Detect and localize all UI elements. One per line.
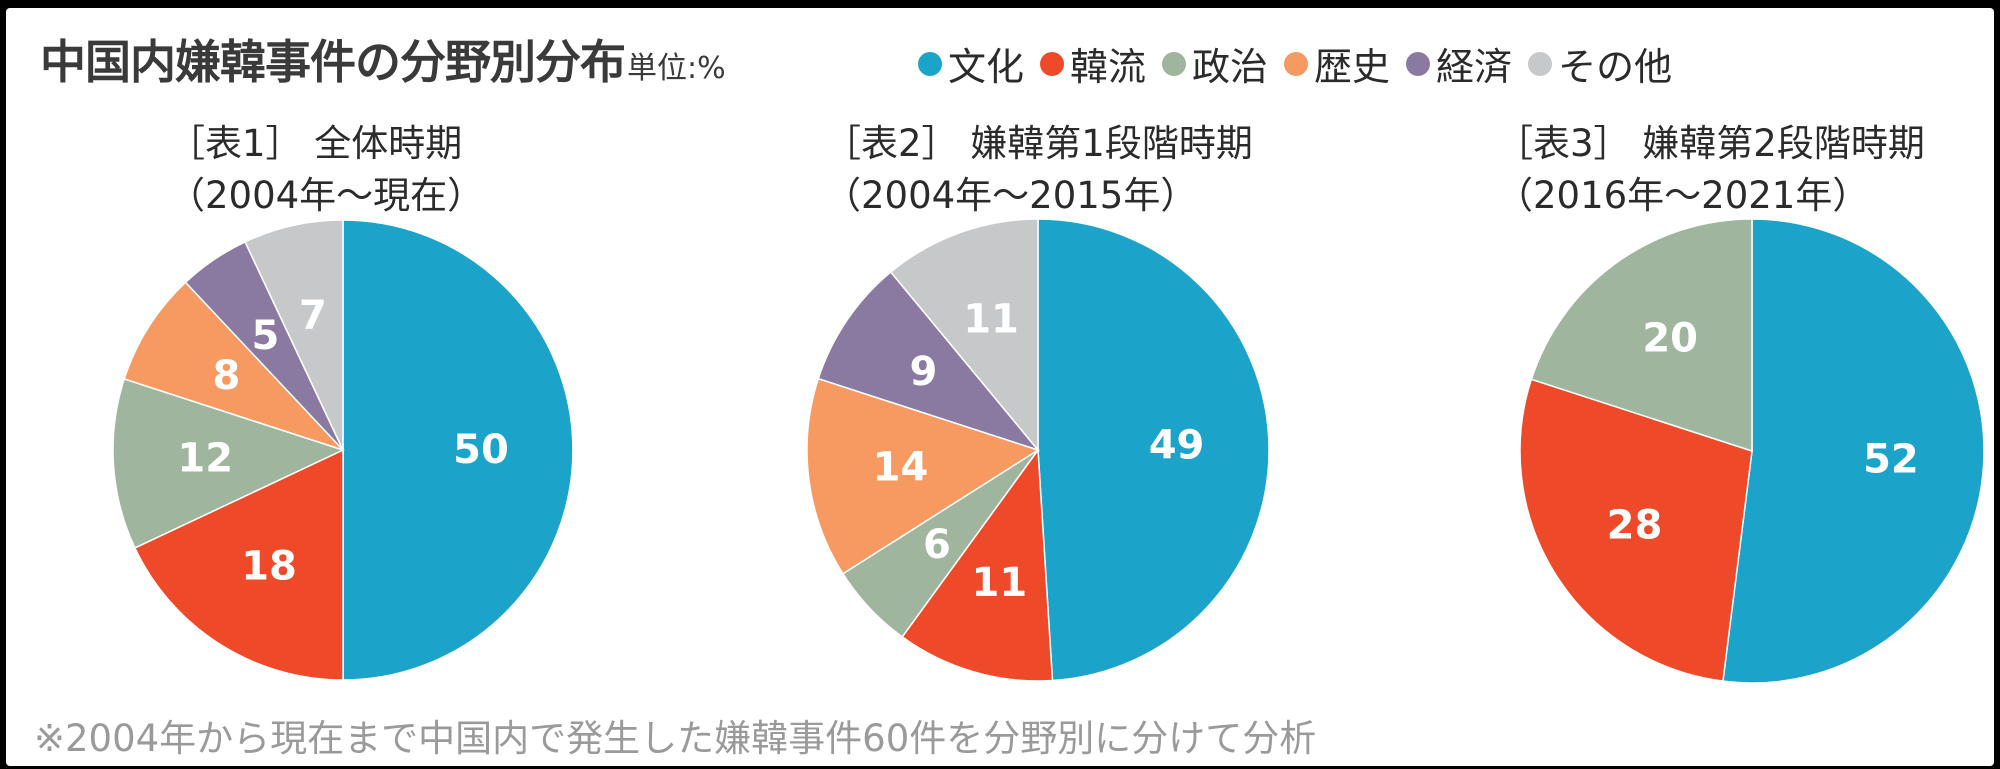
pie-1-label-other: 7 — [299, 292, 327, 338]
pie-1-label-politics: 12 — [177, 436, 233, 482]
legend-swatch-hallyu — [1040, 51, 1065, 76]
legend: 文化 韓流 政治 歴史 経済 その他 — [918, 36, 1688, 91]
legend-item-other: その他 — [1528, 36, 1672, 91]
pie-2-label-culture: 49 — [1149, 423, 1205, 469]
panel-3-title: ［表3］ 嫌韓第2段階時期 （2016年～2021年） — [1496, 118, 1925, 222]
legend-item-hallyu: 韓流 — [1040, 36, 1146, 91]
pie-3-label-politics: 20 — [1642, 315, 1698, 361]
pie-3-slice-hallyu — [1519, 378, 1753, 683]
legend-item-politics: 政治 — [1162, 36, 1268, 91]
pie-1-slice-other — [244, 219, 344, 451]
panel-2-title: ［表2］ 嫌韓第1段階時期 （2004年～2015年） — [824, 118, 1253, 222]
pie-chart-3: 52 28 20 — [1519, 218, 1985, 684]
panel-1-title: ［表1］ 全体時期 （2004年～現在） — [168, 118, 484, 222]
pie-2-slice-economy — [817, 270, 1041, 452]
panel-3-title-line1: ［表3］ 嫌韓第2段階時期 — [1496, 122, 1925, 165]
legend-label-other: その他 — [1558, 45, 1673, 89]
pie-1-label-economy: 5 — [252, 313, 280, 359]
pie-1-slice-history — [123, 281, 344, 451]
legend-label-hallyu: 韓流 — [1070, 45, 1147, 89]
pie-1-label-culture: 50 — [453, 427, 509, 473]
legend-swatch-politics — [1162, 51, 1187, 76]
legend-label-culture: 文化 — [948, 45, 1025, 89]
pie-2-label-politics: 6 — [923, 522, 951, 568]
pie-2-slice-history — [806, 377, 1040, 575]
legend-label-history: 歴史 — [1314, 45, 1391, 89]
title-row: 中国内嫌韓事件の分野別分布 単位:% — [40, 26, 726, 98]
pie-3-label-culture: 52 — [1863, 437, 1919, 483]
legend-label-politics: 政治 — [1192, 45, 1269, 89]
pie-1-label-hallyu: 18 — [241, 544, 297, 590]
pie-3-slice-culture — [1722, 218, 1985, 684]
footnote: ※2004年から現在まで中国内で発生した嫌韓事件60件を分野別に分けて分析 — [34, 717, 1317, 760]
pie-2-label-economy: 9 — [909, 349, 937, 395]
panel-3-title-line2: （2016年～2021年） — [1496, 174, 1870, 217]
panel-1-title-line1: ［表1］ 全体時期 — [168, 122, 463, 165]
legend-item-culture: 文化 — [918, 36, 1024, 91]
panel-1-title-line2: （2004年～現在） — [168, 174, 485, 217]
infographic-canvas: 中国内嫌韓事件の分野別分布 単位:% 文化 韓流 政治 歴史 経済 — [6, 8, 1994, 766]
legend-label-economy: 経済 — [1436, 45, 1513, 89]
pie-chart-2: 49 11 6 14 9 11 — [806, 218, 1270, 682]
pie-1-slice-politics — [112, 377, 346, 549]
pie-2-label-history: 14 — [873, 444, 929, 490]
pie-2-slice-hallyu — [901, 447, 1054, 682]
pie-2-slice-other — [889, 218, 1039, 453]
chart-title: 中国内嫌韓事件の分野別分布 — [40, 35, 626, 89]
panel-2-title-line1: ［表2］ 嫌韓第1段階時期 — [824, 122, 1253, 165]
legend-swatch-culture — [918, 51, 942, 76]
legend-item-economy: 経済 — [1406, 36, 1512, 91]
legend-swatch-history — [1284, 51, 1309, 76]
pie-chart-1: 50 18 12 85 7 — [112, 219, 574, 681]
legend-swatch-other — [1528, 51, 1553, 76]
pie-1-label-history: 8 — [213, 353, 241, 399]
pie-2-label-hallyu: 11 — [971, 560, 1027, 606]
pie-1-slice-culture — [342, 219, 574, 681]
pie-2-label-other: 11 — [963, 297, 1019, 343]
pie-1-slice-hallyu — [133, 448, 344, 681]
pie-3-slice-politics — [1530, 218, 1753, 453]
pie-3-label-hallyu: 28 — [1607, 503, 1663, 549]
panel-2-title-line2: （2004年～2015年） — [824, 174, 1198, 217]
legend-swatch-economy — [1406, 51, 1431, 76]
pie-2-slice-culture — [1037, 218, 1270, 682]
unit-label: 単位:% — [627, 51, 726, 86]
legend-item-history: 歴史 — [1284, 36, 1390, 91]
